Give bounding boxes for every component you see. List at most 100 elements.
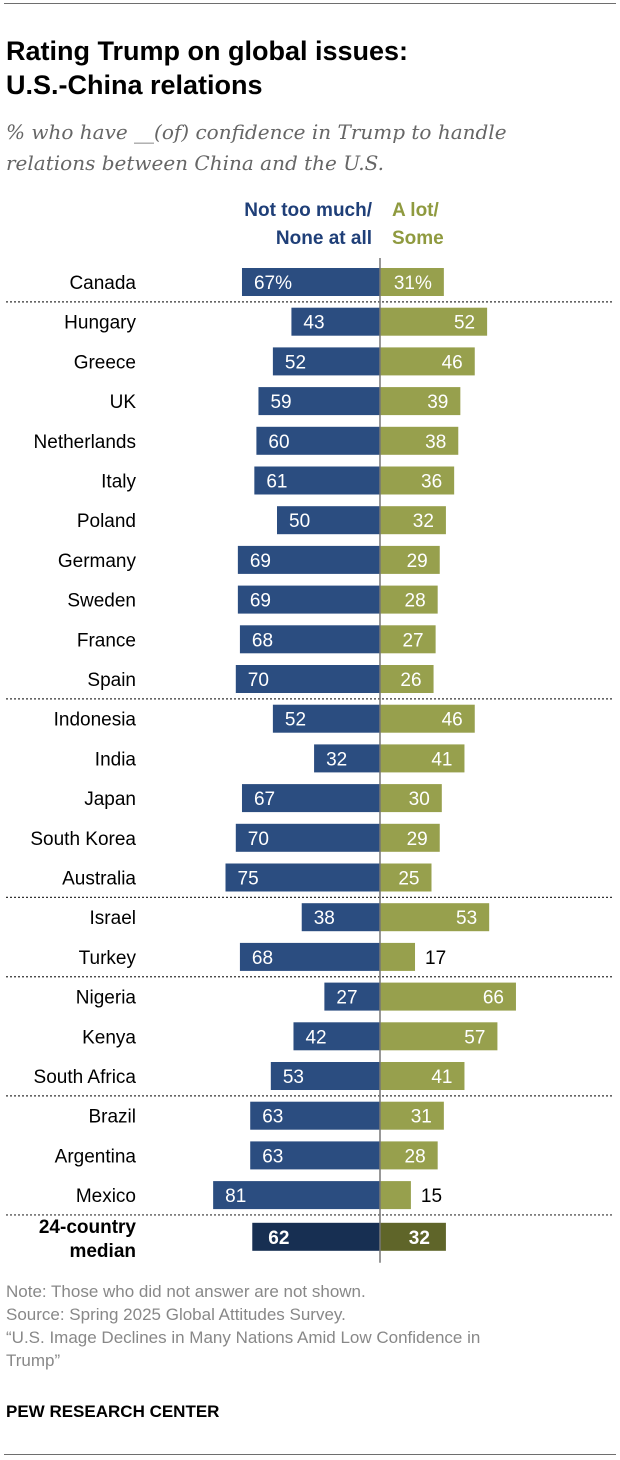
footer-report-title-line-2: Trump” [6,1351,61,1370]
value-label-right-hungary: 52 [454,313,475,334]
value-label-right-median: 32 [409,1228,430,1249]
bar-right-germany [380,545,440,574]
bar-right-argentina [380,1141,438,1170]
bottom-rule [4,1454,616,1455]
value-label-left-mexico: 81 [225,1186,246,1207]
value-label-right-south-africa: 41 [431,1067,452,1088]
bar-right-poland [380,506,446,535]
category-label-greece: Greece [74,352,136,373]
value-label-left-israel: 38 [314,908,335,929]
bar-right-south-korea [380,823,440,852]
bar-right-turkey [380,942,416,971]
category-label-poland: Poland [77,511,136,532]
bar-right-netherlands [380,426,459,455]
value-label-right-israel: 53 [456,908,477,929]
bar-right-india [380,744,465,773]
bar-left-germany [237,545,380,574]
category-label-mexico: Mexico [76,1186,136,1207]
chart-subtitle-line-2: relations between China and the U.S. [6,151,384,175]
value-label-left-kenya: 42 [305,1027,326,1048]
value-label-right-brazil: 31 [411,1107,432,1128]
value-label-left-spain: 70 [248,670,269,691]
value-label-left-greece: 52 [285,352,306,373]
value-label-left-hungary: 43 [303,313,324,334]
value-label-right-sweden: 28 [405,591,426,612]
bar-right-median [380,1222,446,1251]
bar-left-south-africa [270,1062,380,1090]
legend-left-line-1: Not too much/ [244,200,372,221]
bar-left-hungary [291,307,380,336]
category-label-argentina: Argentina [55,1146,137,1167]
bar-right-mexico [380,1181,411,1210]
value-label-right-spain: 26 [400,670,421,691]
category-label-kenya: Kenya [82,1027,136,1048]
bar-right-canada [380,268,444,296]
bar-right-indonesia [380,704,475,733]
category-label-south-korea: South Korea [30,829,136,850]
legend-right-line-2: Some [392,228,444,249]
category-label-australia: Australia [62,869,136,890]
value-label-left-italy: 61 [266,472,287,493]
bar-left-netherlands [256,426,380,455]
value-label-right-australia: 25 [398,869,419,890]
value-label-right-italy: 36 [421,472,442,493]
bar-left-indonesia [272,704,380,733]
category-label-indonesia: Indonesia [54,710,137,731]
chart-title-line-2: U.S.-China relations [6,70,263,100]
category-label-germany: Germany [58,551,137,572]
bar-left-turkey [239,942,380,971]
value-label-left-canada: 67% [254,273,292,294]
category-label-south-africa: South Africa [34,1067,137,1088]
bar-right-france [380,625,436,654]
bar-right-greece [380,347,475,376]
chart-subtitle-line-1: % who have __(of) confidence in Trump to… [6,120,507,144]
value-label-left-poland: 50 [289,511,310,532]
legend-right-line-1: A lot/ [392,200,440,221]
category-label-hungary: Hungary [64,313,136,334]
bar-right-spain [380,665,434,693]
footer-source: Source: Spring 2025 Global Attitudes Sur… [6,1305,346,1324]
value-label-left-median: 62 [268,1228,289,1249]
bar-left-poland [277,506,380,535]
value-label-right-mexico: 15 [421,1186,442,1207]
value-label-right-turkey: 17 [425,948,446,969]
value-label-right-greece: 46 [442,352,463,373]
bar-right-brazil [380,1101,444,1130]
value-label-left-south-africa: 53 [283,1067,304,1088]
value-label-right-netherlands: 38 [425,432,446,453]
category-label-canada: Canada [69,273,136,294]
value-label-right-uk: 39 [427,392,448,413]
bar-right-nigeria [380,982,516,1011]
bar-left-australia [225,863,380,892]
value-label-right-nigeria: 66 [483,988,504,1009]
value-label-left-argentina: 63 [262,1146,283,1167]
chart-subtitle: % who have __(of) confidence in Trump to… [6,117,606,179]
category-label-turkey: Turkey [79,948,137,969]
bar-right-kenya [380,1022,498,1051]
bar-left-israel [301,903,380,932]
value-label-left-nigeria: 27 [336,988,357,1009]
bar-left-spain [235,665,380,693]
category-label-india: India [95,749,137,770]
bar-left-nigeria [324,982,380,1011]
value-label-right-india: 41 [431,749,452,770]
value-label-left-brazil: 63 [262,1107,283,1128]
median-label-line-1: 24-country [39,1217,137,1238]
legend-left-line-2: None at all [276,228,372,249]
value-label-left-japan: 67 [254,789,275,810]
category-label-japan: Japan [84,789,136,810]
bar-left-canada [241,268,380,296]
value-label-left-uk: 59 [270,392,291,413]
bar-right-israel [380,903,490,932]
bar-left-kenya [293,1022,380,1051]
value-label-left-sweden: 69 [250,591,271,612]
value-label-left-south-korea: 70 [248,829,269,850]
brand-logo-text: PEW RESEARCH CENTER [6,1402,220,1421]
category-label-spain: Spain [87,670,136,691]
value-label-left-australia: 75 [238,869,259,890]
footer-report-title-line-1: “U.S. Image Declines in Many Nations Ami… [6,1328,481,1347]
value-label-left-netherlands: 60 [268,432,289,453]
bar-right-italy [380,466,455,495]
bar-left-sweden [237,585,380,614]
category-label-uk: UK [110,392,137,413]
